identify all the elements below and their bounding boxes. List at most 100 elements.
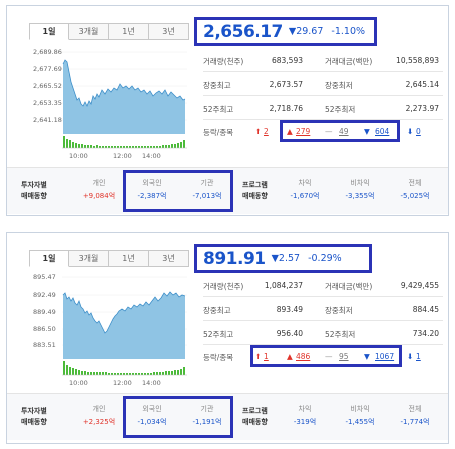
down-triangle-icon: ▼ [364, 127, 370, 136]
tab-1year[interactable]: 1년 [109, 250, 149, 267]
flat-count[interactable]: 95 [339, 352, 349, 361]
flat-count[interactable]: 49 [339, 127, 349, 136]
stat-label: 거래량(천주) [203, 57, 244, 66]
flat-dash-icon: — [325, 127, 333, 136]
arbitrage-cell: 차익 -319억 [293, 405, 317, 426]
stat-value: 9,429,455 [400, 281, 439, 290]
stat-value: 10,558,893 [396, 56, 439, 65]
stat-value: 893.49 [276, 305, 303, 314]
stat-row: 거래량(천주) 1,084,237 거래대금(백만) 9,429,455 [203, 273, 443, 297]
intraday-chart: 895.47 892.49 889.49 886.50 883.51 [7, 271, 192, 391]
y-tick: 2,653.35 [33, 99, 62, 107]
arbitrage-cell: 차익 -1,670억 [290, 179, 320, 200]
program-trend-label: 프로그램 매매동향 [242, 181, 268, 200]
non-arbitrage-cell: 비차익 -3,355억 [345, 179, 375, 200]
investor-trend-label: 투자자별 매매동향 [21, 407, 47, 426]
x-tick: 10:00 [69, 152, 88, 160]
stat-label: 52주최저 [325, 330, 356, 339]
tab-1day[interactable]: 1일 [29, 250, 69, 267]
up-triangle-icon: ▲ [287, 127, 293, 136]
stat-label: 장중최저 [325, 81, 353, 90]
tab-3month[interactable]: 3개월 [69, 23, 109, 40]
price-line [62, 59, 186, 107]
x-tick: 14:00 [142, 379, 161, 387]
limit-up-count[interactable]: 2 [264, 127, 269, 136]
y-tick: 2,689.86 [33, 48, 62, 56]
stat-label: 거래대금(백만) [325, 282, 373, 291]
stat-row: 52주최고 2,718.76 52주최저 2,273.97 [203, 96, 443, 120]
stat-value: 1,084,237 [264, 281, 303, 290]
down-count[interactable]: 1067 [375, 352, 395, 361]
up-count[interactable]: 486 [296, 352, 311, 361]
index-change: ▼2.57 [271, 253, 301, 264]
down-count[interactable]: 604 [375, 127, 390, 136]
x-tick: 14:00 [142, 152, 161, 160]
stat-label: 52주최고 [203, 330, 234, 339]
index-price-box: 891.91 ▼2.57 -0.29% [194, 244, 372, 273]
index-percent: -0.29% [308, 253, 342, 264]
stat-label: 장중최고 [203, 306, 231, 315]
period-tabs: 1일 3개월 1년 3년 [29, 250, 189, 267]
limit-down-count[interactable]: 1 [416, 352, 421, 361]
index-percent: -1.10% [331, 26, 366, 37]
investor-trend-label: 투자자별 매매동향 [21, 181, 47, 200]
stat-row: 장중최고 893.49 장중최저 884.45 [203, 297, 443, 321]
program-total-cell: 전체 -1,774억 [400, 405, 430, 426]
updown-highlight-box [280, 120, 400, 142]
limit-up-count[interactable]: 1 [264, 352, 269, 361]
trading-trend-bar: 투자자별 매매동향 개인 +9,084억 외국인 -2,387억 기관 -7,013억 … [7, 167, 448, 214]
stat-label: 52주최고 [203, 105, 234, 114]
investor-highlight-box [123, 170, 233, 212]
tab-1year[interactable]: 1년 [109, 23, 149, 40]
stat-label: 거래량(천주) [203, 282, 244, 291]
limit-down-count[interactable]: 0 [416, 127, 421, 136]
price-chart-svg [62, 51, 187, 149]
index-price: 891.91 [203, 248, 266, 269]
institution-cell: 기관 -1,191억 [192, 405, 222, 426]
index-panel-1: 1일 3개월 1년 3년 2,689.86 2,677.69 2,665.52 … [6, 5, 449, 216]
stat-label: 52주최저 [325, 105, 356, 114]
stat-label: 장중최고 [203, 81, 231, 90]
y-tick: 895.47 [33, 273, 56, 281]
institution-cell: 기관 -7,013억 [192, 179, 222, 200]
down-triangle-icon: ▼ [364, 352, 370, 361]
stat-value: 884.45 [412, 305, 439, 314]
stat-row: 52주최고 956.40 52주최저 734.20 [203, 321, 443, 345]
limit-down-arrow-icon: ⬇ [407, 127, 414, 136]
price-area [63, 60, 185, 134]
tab-3month[interactable]: 3개월 [69, 250, 109, 267]
intraday-chart: 2,689.86 2,677.69 2,665.52 2,653.35 2,64… [7, 44, 192, 164]
limit-down-arrow-icon: ⬇ [407, 352, 414, 361]
tab-3year[interactable]: 3년 [149, 23, 189, 40]
up-count[interactable]: 279 [296, 127, 311, 136]
y-tick: 889.49 [33, 308, 56, 316]
x-tick: 12:00 [113, 152, 132, 160]
index-panel-2: 1일 3개월 1년 3년 895.47 892.49 889.49 886.50… [6, 232, 449, 444]
price-line [62, 291, 186, 334]
y-tick: 883.51 [33, 341, 56, 349]
tab-1day[interactable]: 1일 [29, 23, 69, 40]
program-total-cell: 전체 -5,025억 [400, 179, 430, 200]
trading-trend-bar: 투자자별 매매동향 개인 +2,325억 외국인 -1,034억 기관 -1,191억 … [7, 393, 448, 440]
stat-value: 683,593 [271, 56, 303, 65]
stat-label: 장중최저 [325, 306, 353, 315]
y-tick: 2,665.52 [33, 82, 62, 90]
stat-value: 2,645.14 [405, 80, 439, 89]
updown-highlight-box [250, 345, 402, 367]
x-tick: 12:00 [113, 379, 132, 387]
index-change: ▼29.67 [288, 26, 324, 37]
y-tick: 2,641.18 [33, 116, 62, 124]
flat-dash-icon: — [325, 352, 333, 361]
tab-3year[interactable]: 3년 [149, 250, 189, 267]
index-price: 2,656.17 [203, 21, 283, 42]
y-tick: 2,677.69 [33, 65, 62, 73]
stat-value: 2,673.57 [269, 80, 303, 89]
y-tick: 886.50 [33, 325, 56, 333]
stat-value: 2,273.97 [405, 104, 439, 113]
price-chart-svg [62, 276, 187, 376]
stat-row: 장중최고 2,673.57 장중최저 2,645.14 [203, 72, 443, 96]
retail-cell: 개인 +9,084억 [82, 179, 116, 200]
stat-row: 거래량(천주) 683,593 거래대금(백만) 10,558,893 [203, 48, 443, 72]
limit-up-arrow-icon: ⬆ [255, 127, 262, 136]
price-area [63, 292, 185, 359]
